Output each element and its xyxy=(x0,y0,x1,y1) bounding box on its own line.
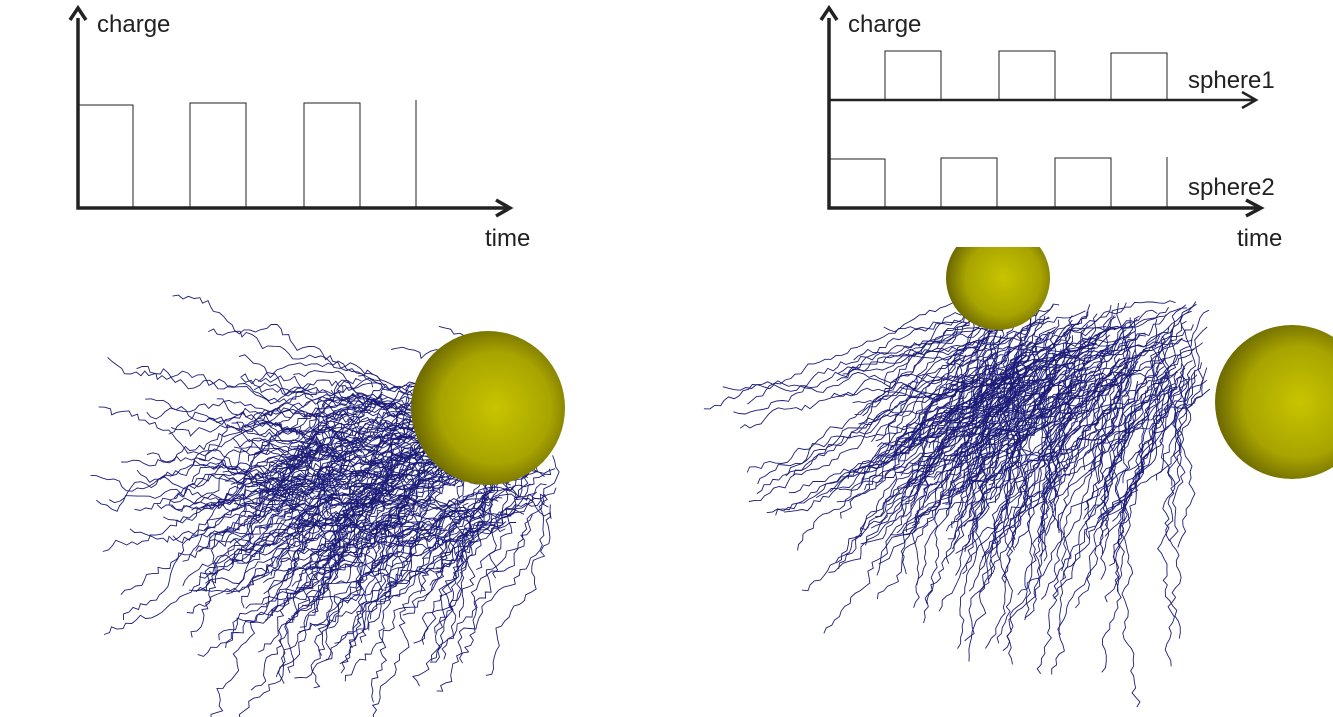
sphere xyxy=(411,331,565,485)
axes xyxy=(78,18,508,208)
discharge-strand xyxy=(413,516,474,686)
arrow-heads xyxy=(70,8,510,216)
discharge-strand xyxy=(1178,370,1195,548)
discharge-strand xyxy=(460,455,559,663)
sphere1-axis xyxy=(829,92,1256,108)
figure: charge time charge sphere1 sphere2 time xyxy=(0,0,1333,717)
left-graph: charge time xyxy=(70,8,530,252)
sphere1-wave xyxy=(885,51,1167,100)
x-label: time xyxy=(485,225,530,252)
right-discharge xyxy=(704,295,1210,707)
charge-wave xyxy=(78,100,416,208)
discharge-strand xyxy=(108,357,314,404)
x-label: time xyxy=(1237,225,1282,252)
sphere2-wave xyxy=(829,157,1167,208)
sphere xyxy=(946,226,1050,330)
sphere xyxy=(1215,325,1333,479)
y-label: charge xyxy=(97,11,170,38)
right-graph: charge sphere1 sphere2 time xyxy=(821,8,1282,252)
series-label: sphere2 xyxy=(1188,174,1275,201)
discharge-strand xyxy=(145,399,315,417)
discharge-strand xyxy=(239,355,380,381)
series-label: sphere1 xyxy=(1188,67,1275,94)
y-label: charge xyxy=(848,11,921,38)
discharge-strand xyxy=(222,398,407,541)
